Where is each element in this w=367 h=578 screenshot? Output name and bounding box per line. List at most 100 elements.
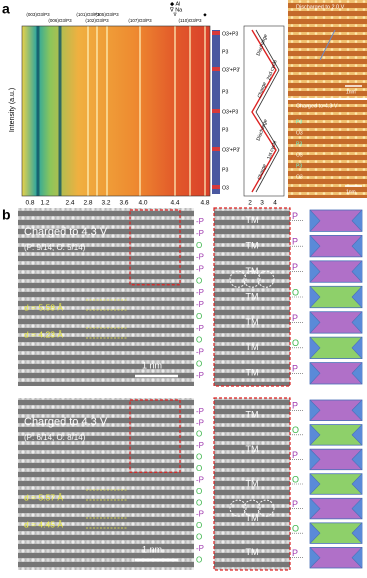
polyhedra-edge (309, 473, 363, 495)
voltage-curve (255, 29, 280, 193)
peak-label: (110)O3/P3 (179, 18, 202, 23)
polyhedra-edge (309, 424, 363, 446)
image-caption: Charged to 4.3 V (24, 416, 108, 428)
polyhedra-edge (309, 547, 363, 569)
tm-label: TM (246, 291, 259, 301)
stack-label: O (196, 453, 202, 462)
x-tick-label: 4 (273, 200, 277, 207)
tm-label: TM (246, 368, 259, 378)
layer-label: P3 (296, 119, 302, 125)
tm-label: TM (246, 513, 259, 523)
stack-label: O (196, 533, 202, 542)
tm-label: TM (246, 266, 259, 276)
voltage-annotation: Discharge (256, 33, 269, 56)
phase-label: P3 (222, 127, 228, 133)
phase-band (212, 109, 220, 113)
stack-label: -P (196, 347, 204, 356)
stack-label: O (196, 498, 202, 507)
polyhedra-edge (309, 260, 363, 283)
d-spacing: d = 4.23 Å (24, 329, 63, 339)
atom-circle (243, 270, 261, 288)
tm-label: TM (246, 478, 259, 488)
scale-label: 1nm (346, 89, 356, 95)
polyhedra-edge (309, 209, 363, 232)
tem-image (288, 100, 367, 198)
x-tick-label: 4.4 (170, 200, 179, 207)
polyhedra-edge (309, 311, 363, 334)
tm-label: TM (246, 317, 259, 327)
side-label: P (292, 364, 298, 374)
heatmap (22, 26, 210, 196)
side-label: P (292, 499, 298, 509)
x-tick-label: 3.2 (101, 200, 110, 207)
tem-image (288, 0, 367, 98)
atom-circle (243, 499, 261, 517)
phase-ratio: (P: 6/14; O: 8/14) (24, 433, 86, 442)
side-label: O (292, 474, 299, 484)
side-label: P (292, 237, 298, 247)
x-tick-label: 3 (260, 200, 264, 207)
voltage-curve (251, 29, 277, 193)
x-tick-label: 3.6 (119, 200, 128, 207)
stack-label: -P (196, 510, 204, 519)
stack-label: -P (196, 217, 204, 226)
d-spacing: d = 5.57 Å (24, 492, 63, 502)
image-caption: Charged to 4.3 V (296, 103, 338, 109)
scale-label: 1nm (346, 189, 356, 195)
polyhedra-edge (309, 498, 363, 520)
stack-label: -P (196, 441, 204, 450)
stack-label: O (196, 241, 202, 250)
polyhedra-edge (309, 522, 363, 544)
x-tick-label: 4.0 (138, 200, 147, 207)
hrtem-image (18, 208, 194, 386)
phase-label: O3+P3 (222, 109, 238, 115)
peak-label: (107)O3/P3 (128, 18, 152, 23)
stack-label: -P (196, 288, 204, 297)
voltage-annotation: Charge (257, 81, 268, 99)
atom-circle (257, 270, 275, 288)
peak-label: ∇ (172, 12, 177, 17)
scale-label: 1 nm (142, 360, 162, 370)
peak-label: (006)O3/P3 (48, 18, 72, 23)
phase-band (212, 185, 220, 189)
legend-entry: ∇ Na (169, 6, 183, 13)
phase-label: O3+P3 (222, 31, 238, 37)
phase-band (212, 89, 220, 93)
stack-label: -P (196, 544, 204, 553)
peak-label: (003)O3/P3 (26, 12, 50, 17)
polyhedra-edge (309, 399, 363, 421)
layer-label: O3 (296, 174, 303, 180)
stack-label: O (196, 359, 202, 368)
stack-label: O (196, 521, 202, 530)
y-axis-label: Intensity (a.u.) (9, 88, 16, 132)
d-spacing: d = 4.45 Å (24, 519, 63, 529)
side-label: P (292, 262, 298, 272)
x-tick-label: 0.8 (25, 200, 34, 207)
layer-label: P3 (296, 141, 302, 147)
side-label: O (292, 524, 299, 534)
d-spacing: d = 5.58 Å (24, 302, 63, 312)
x-tick-label: 2.8 (83, 200, 92, 207)
hrtem-image (18, 398, 194, 570)
layer-label: O3 (296, 130, 303, 136)
layer-label: P3 (296, 163, 302, 169)
stack-label: O (196, 487, 202, 496)
phase-ratio: (P: 9/14; O: 5/14) (24, 243, 86, 252)
stack-label: O (196, 555, 202, 564)
scale-label: 1 nm (142, 544, 162, 554)
voltage-frame (243, 25, 285, 197)
atom-circle (229, 270, 247, 288)
polyhedra-edge (309, 336, 363, 359)
voltage-annotation: Charge (257, 163, 268, 181)
phase-band (212, 31, 220, 35)
phase-label: O3 (222, 185, 229, 191)
guide-line (319, 29, 336, 61)
zoom-image (214, 398, 290, 570)
x-tick-label: 4.8 (200, 200, 209, 207)
stack-label: -P (196, 300, 204, 309)
phase-label: O3'+P3' (222, 147, 240, 153)
peak-label: ◆ (203, 12, 207, 17)
atom-circle (257, 499, 275, 517)
stack-label: -P (196, 253, 204, 262)
side-label: O (292, 425, 299, 435)
